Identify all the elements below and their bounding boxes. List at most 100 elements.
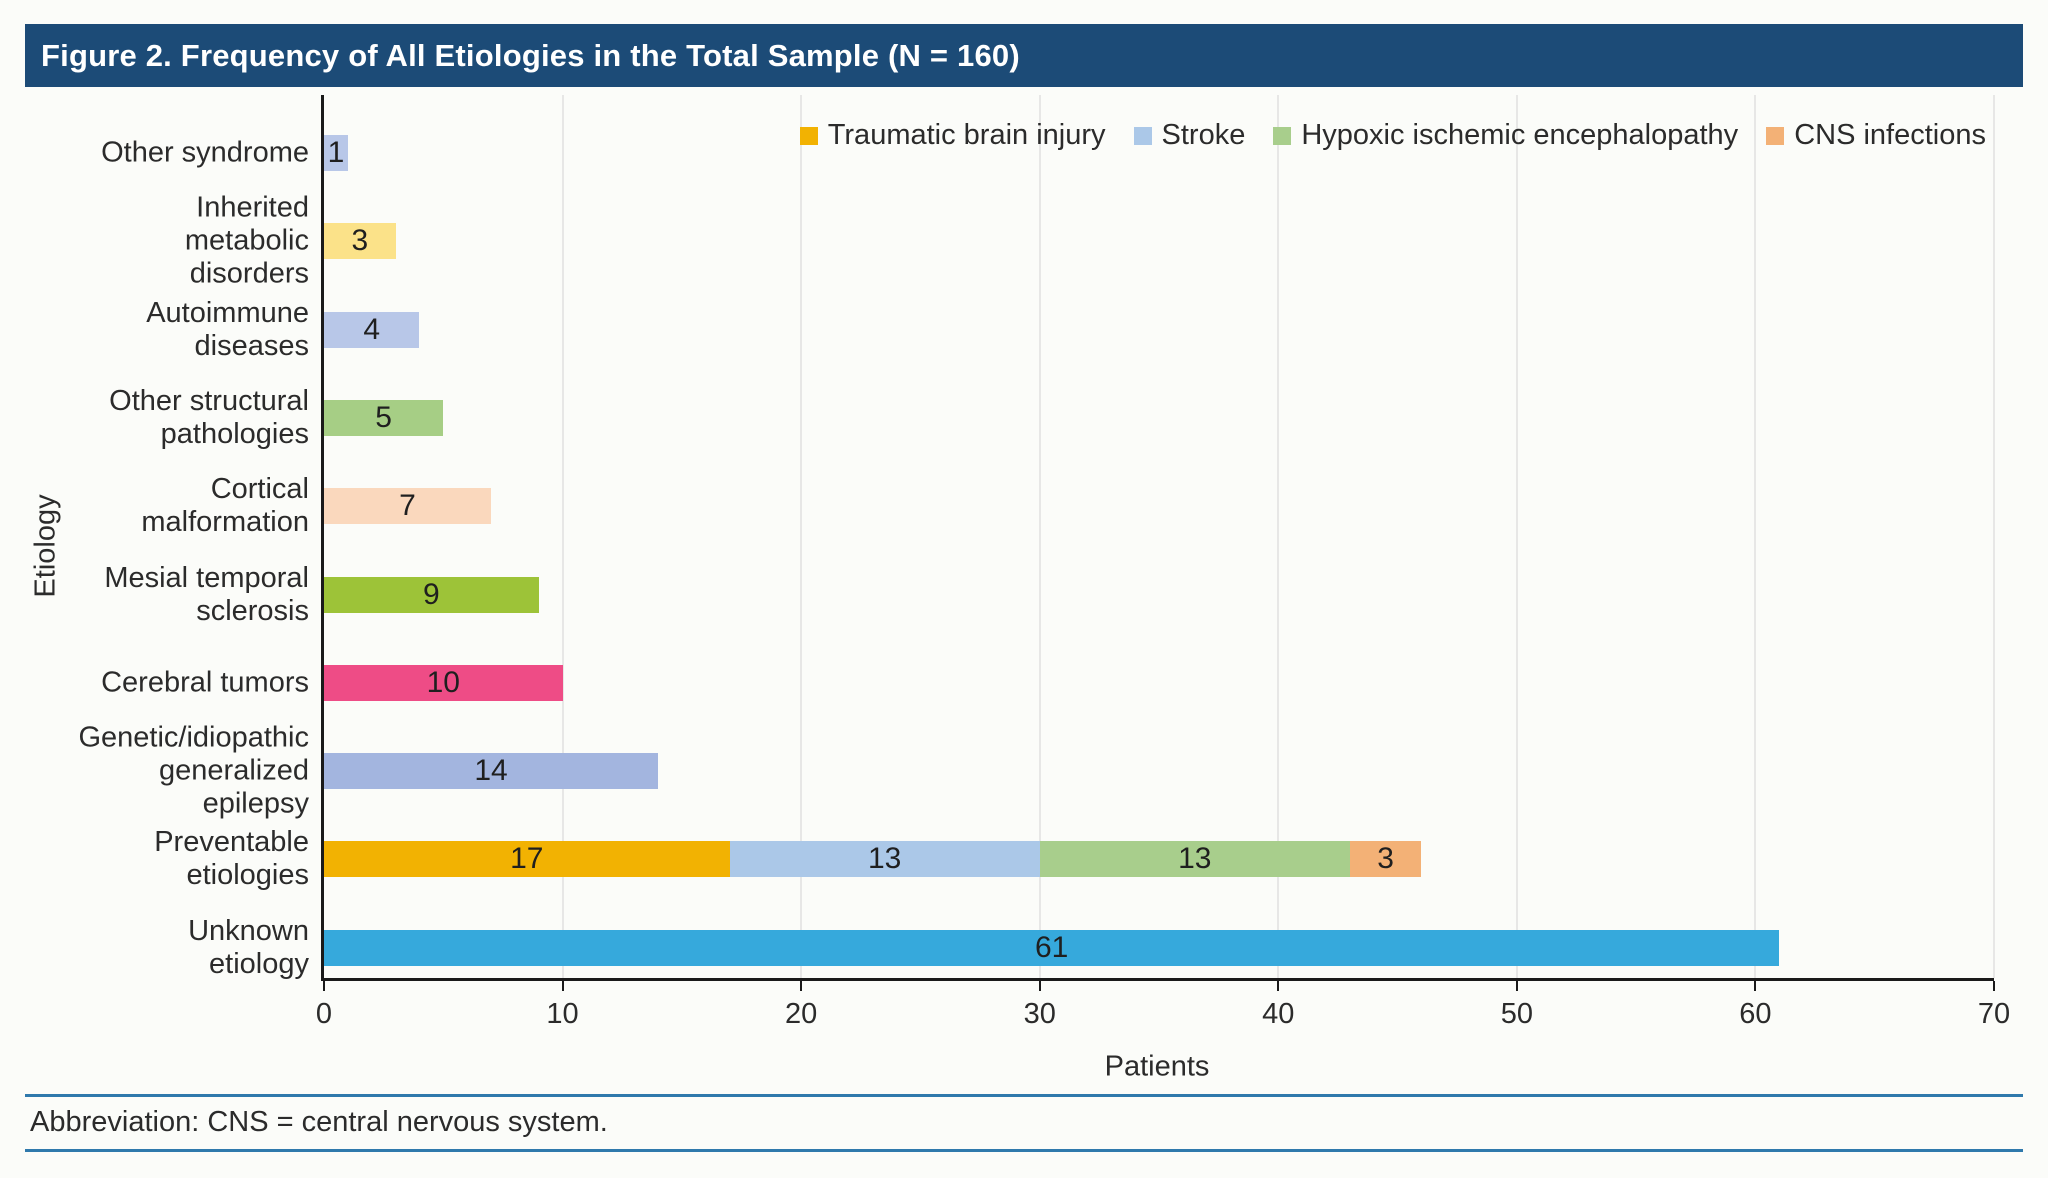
legend-label: Hypoxic ischemic encephalopathy — [1301, 119, 1739, 151]
x-tick-mark-0 — [323, 981, 325, 991]
bar-segment — [324, 753, 658, 790]
category-label-line: malformation — [141, 506, 309, 539]
bar-value-label: 61 — [1034, 930, 1069, 964]
category-label-line: Preventable — [154, 826, 309, 859]
category-label-line: diseases — [194, 329, 309, 362]
bar-segment — [324, 311, 420, 348]
category-label-line: disorders — [189, 257, 309, 290]
x-tick-mark-40 — [1277, 981, 1280, 991]
bar-value-label: 7 — [399, 489, 416, 523]
legend-swatch — [1273, 126, 1292, 145]
legend-swatch — [799, 126, 818, 145]
bar-value-label: 9 — [423, 577, 440, 611]
category-label-line: etiologies — [186, 859, 309, 892]
x-tick-label-60: 60 — [1739, 998, 1772, 1030]
category-label: Cerebral tumors — [101, 666, 309, 699]
category-label: Cortical malformation — [141, 473, 309, 539]
x-tick-mark-50 — [1515, 981, 1518, 991]
category-label-line: Autoimmune — [146, 296, 309, 329]
legend-item: Stroke — [1133, 119, 1246, 152]
footnote-section: Abbreviation: CNS = central nervous syst… — [25, 1094, 2023, 1152]
gridline-40 — [1277, 95, 1280, 978]
category-label: Unknown etiology — [188, 915, 309, 981]
x-tick-mark-60 — [1754, 981, 1757, 991]
category-label-line: Cerebral tumors — [101, 666, 309, 699]
gridline-50 — [1515, 95, 1518, 978]
legend-item: CNS infections — [1766, 119, 1986, 152]
x-tick-mark-70 — [1993, 981, 1995, 991]
x-tick-label-0: 0 — [315, 998, 333, 1030]
bar-segment — [1349, 841, 1422, 878]
bar-value-label: 3 — [351, 224, 369, 258]
bar-value-label: 10 — [426, 665, 460, 699]
category-label: Inherited metabolic disorders — [185, 192, 309, 291]
x-tick-label-40: 40 — [1262, 998, 1295, 1030]
figure-title-bar: Figure 2. Frequency of All Etiologies in… — [25, 24, 2023, 87]
legend-item: Traumatic brain injury — [799, 119, 1106, 152]
category-label-line: Mesial temporal — [104, 561, 309, 594]
category-label: Preventable etiologies — [154, 826, 309, 892]
footnote-top-rule — [25, 1094, 2023, 1097]
category-label-line: etiology — [209, 947, 309, 980]
legend-label: CNS infections — [1794, 119, 1986, 151]
bar-segment — [324, 399, 444, 436]
category-label-line: Cortical — [210, 473, 309, 506]
bar-segment — [324, 576, 539, 613]
bar-segment — [729, 841, 1040, 878]
category-label-line: Genetic/idiopathic — [78, 721, 309, 754]
gridline-70 — [1993, 95, 1995, 978]
bar-value-label: 4 — [363, 312, 381, 346]
x-tick-mark-20 — [800, 981, 803, 991]
legend-label: Traumatic brain injury — [827, 119, 1106, 151]
category-label-line: Unknown — [188, 914, 309, 947]
legend-item: Hypoxic ischemic encephalopathy — [1273, 119, 1738, 152]
bar-segment — [324, 223, 396, 260]
legend-swatch — [1766, 126, 1785, 145]
bar-segment — [324, 929, 1780, 966]
x-tick-mark-30 — [1038, 981, 1041, 991]
x-tick-label-10: 10 — [546, 998, 579, 1030]
category-label: Other structural pathologies — [109, 385, 309, 451]
bar-value-label: 3 — [1377, 842, 1394, 876]
y-axis-title: Etiology — [29, 494, 62, 598]
footnote-bottom-rule — [25, 1149, 2023, 1152]
x-tick-label-30: 30 — [1023, 998, 1056, 1030]
category-label-line: epilepsy — [202, 787, 309, 820]
bar-value-label: 13 — [867, 842, 902, 876]
x-tick-mark-10 — [561, 981, 564, 991]
figure-title: Figure 2. Frequency of All Etiologies in… — [41, 37, 1020, 73]
chart-legend: Traumatic brain injury Stroke Hypoxic isch… — [799, 119, 1986, 152]
gridline-30 — [1038, 95, 1041, 978]
category-label-line: Other structural — [109, 384, 309, 417]
bar-segment — [324, 135, 348, 171]
x-tick-label-70: 70 — [1977, 998, 2011, 1030]
bar-value-label: 13 — [1178, 842, 1212, 876]
bar-segment — [324, 488, 491, 525]
legend-label: Stroke — [1161, 119, 1246, 151]
category-label-line: Inherited — [196, 191, 309, 224]
category-label-line: generalized — [159, 754, 309, 787]
plot-area: Traumatic brain injury Stroke Hypoxic isch… — [78, 95, 2010, 1030]
category-label-line: Other syndrome — [101, 136, 309, 169]
category-label: Genetic/idiopathic generalized epilepsy — [78, 722, 309, 821]
gridline-20 — [800, 95, 803, 978]
bar-value-label: 14 — [474, 754, 508, 788]
x-tick-label-20: 20 — [785, 998, 818, 1030]
x-axis-title: Patients — [1104, 1050, 1210, 1083]
bar-value-label: 17 — [510, 842, 544, 876]
legend-swatch — [1133, 126, 1152, 145]
category-label: Mesial temporal sclerosis — [104, 562, 309, 628]
bar-segment — [324, 664, 563, 701]
x-tick-label-50: 50 — [1500, 998, 1533, 1030]
gridline-10 — [561, 95, 564, 978]
bar-segment — [324, 841, 730, 878]
category-label: Autoimmune diseases — [146, 297, 309, 363]
category-label-line: pathologies — [160, 417, 309, 450]
bar-value-label: 1 — [327, 136, 345, 169]
bar-segment — [1039, 841, 1350, 878]
category-label-line: sclerosis — [196, 594, 309, 627]
category-label-line: metabolic — [184, 224, 309, 257]
category-label: Other syndrome — [101, 137, 309, 170]
footnote-text: Abbreviation: CNS = central nervous syst… — [30, 1106, 608, 1138]
